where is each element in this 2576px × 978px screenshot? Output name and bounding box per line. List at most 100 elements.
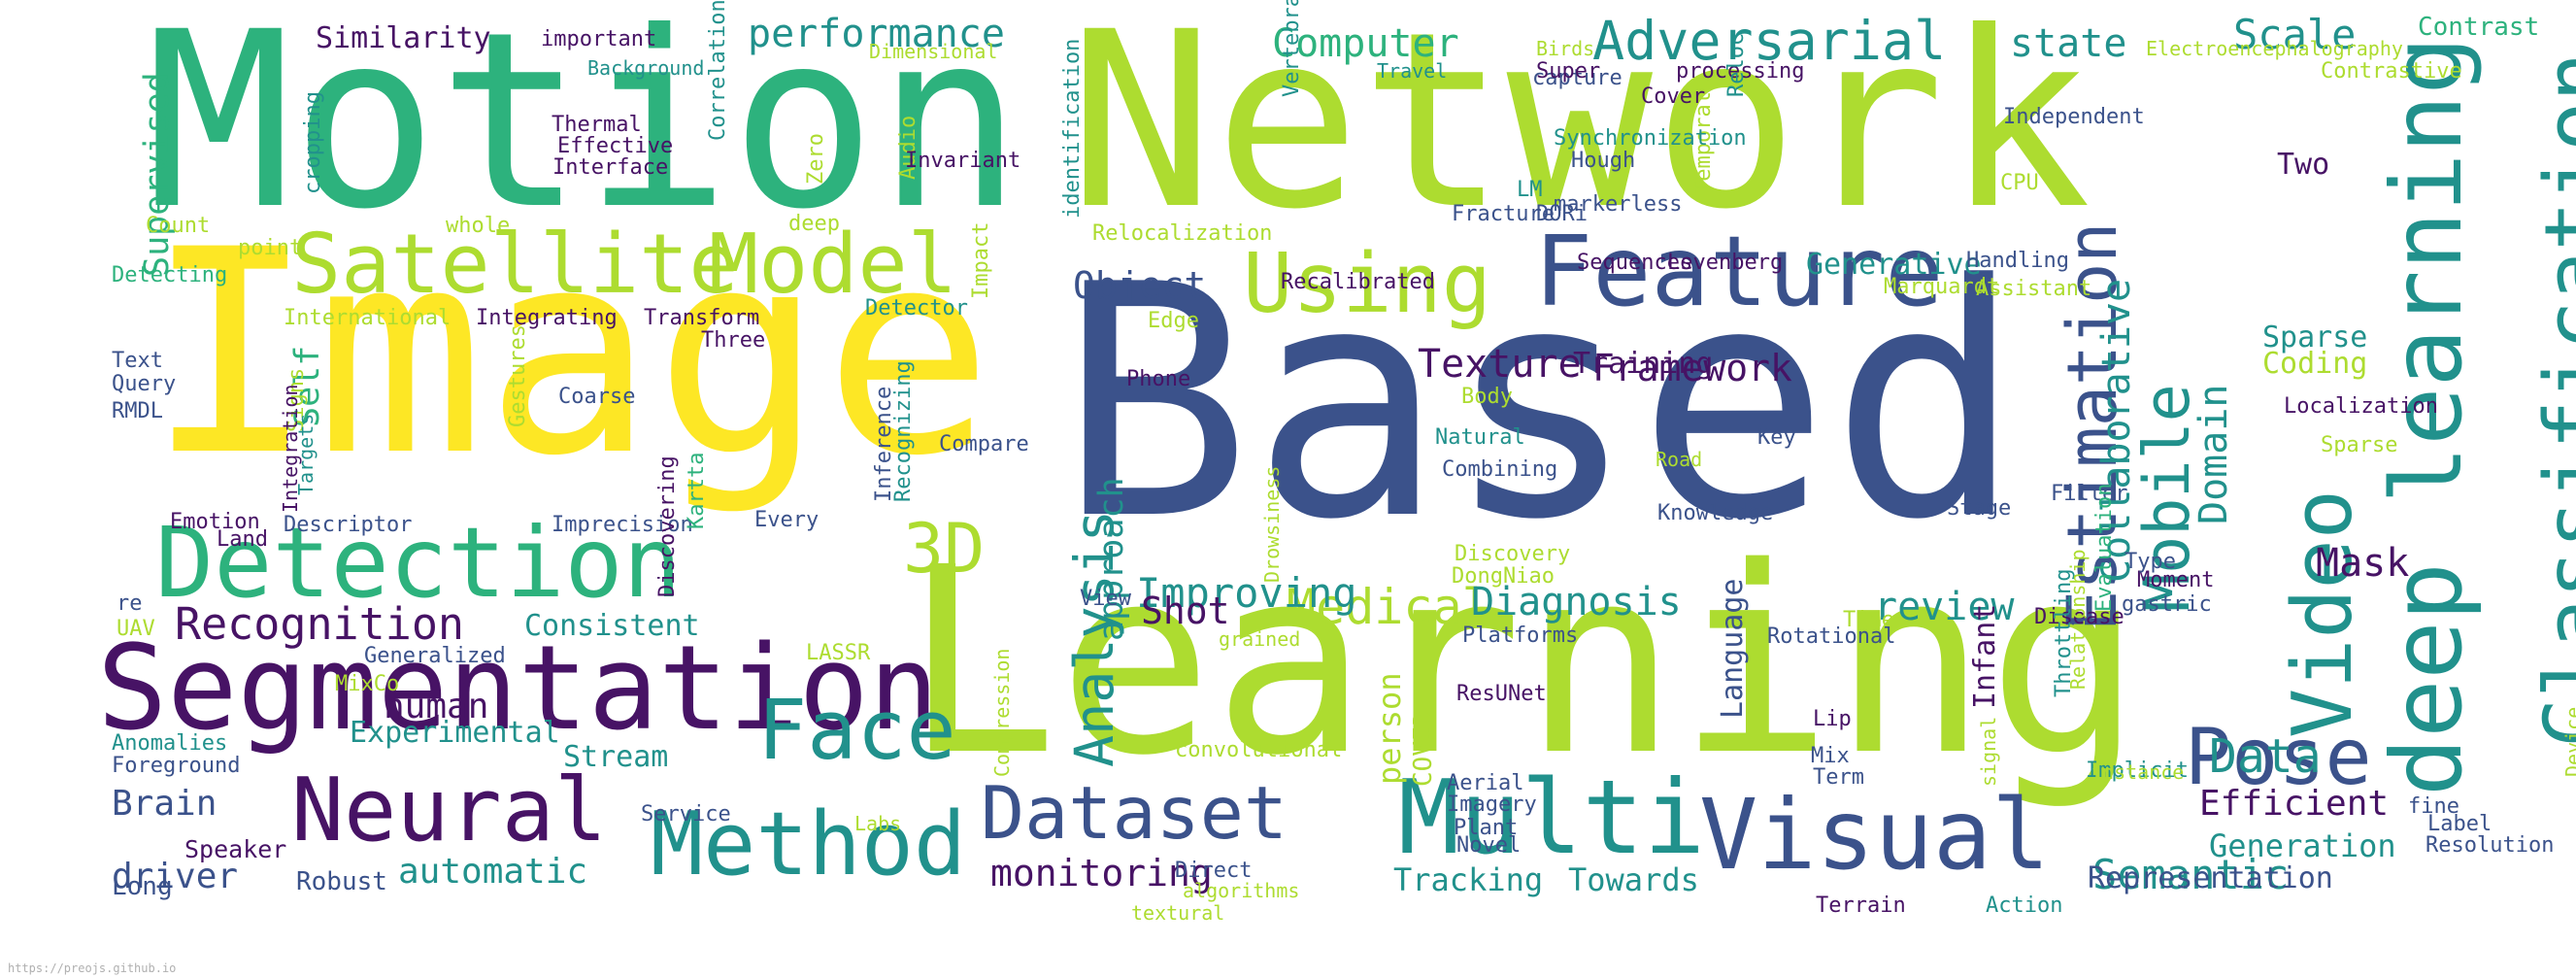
word-contrast: Contrast xyxy=(2418,13,2540,42)
word-motion: Motion xyxy=(146,0,1023,262)
word-discovery: Discovery xyxy=(1455,542,1571,566)
word-discovering: Discovering xyxy=(655,455,680,597)
word-monitoring: monitoring xyxy=(990,852,1213,894)
word-gastric: gastric xyxy=(2122,592,2212,617)
word-stream: Stream xyxy=(563,740,669,774)
word-face: Face xyxy=(757,683,956,779)
word-learning: Learning xyxy=(903,513,2143,812)
word-training: Training xyxy=(1573,347,1714,381)
word-handling: Handling xyxy=(1966,249,2069,273)
word-label: Label xyxy=(2427,812,2492,836)
word-long: Long xyxy=(112,872,173,901)
word-sequences: Sequences xyxy=(1577,251,1693,275)
word-feature: Feature xyxy=(1534,215,1944,328)
word-recognition: Recognition xyxy=(175,598,465,650)
word-method: Method xyxy=(651,793,967,895)
word-natural: Natural xyxy=(1435,425,1525,450)
word-satellite: Satellite xyxy=(291,217,739,313)
word-dataset: Dataset xyxy=(981,770,1288,856)
word-evaluation: Evaluation xyxy=(2092,483,2117,612)
word-classification: Classification xyxy=(2527,51,2576,748)
word-generation: Generation xyxy=(2209,827,2396,864)
word-cover: Cover xyxy=(1641,84,1706,109)
word-network: Network xyxy=(1068,0,2091,262)
word-gestures: Gestures xyxy=(506,324,530,427)
word-every: Every xyxy=(754,508,820,532)
word-stage: Stage xyxy=(1947,496,2012,521)
word-automatic: automatic xyxy=(398,852,588,892)
word-term: Term xyxy=(1813,765,1864,790)
word-device: Device xyxy=(2561,706,2576,777)
word-signal: signal xyxy=(1977,716,2000,787)
word-detecting: Detecting xyxy=(112,263,228,287)
word-text: Text xyxy=(112,349,163,373)
word-emotion: Emotion xyxy=(170,510,260,534)
word-view: View xyxy=(1080,587,1131,611)
word-semantic: Semantic xyxy=(2092,851,2290,898)
word-state: state xyxy=(2010,21,2127,66)
word-invariant: Invariant xyxy=(905,149,1021,173)
word-detection: Detection xyxy=(155,506,682,620)
word-disease: Disease xyxy=(2034,605,2124,629)
word-lm: LM xyxy=(1517,178,1543,202)
word-relocalization: Relocalization xyxy=(1092,221,1273,246)
word-vertebral: Vertebral xyxy=(1280,0,1304,97)
word-labs: Labs xyxy=(854,812,902,835)
word-adversarial: Adversarial xyxy=(1592,10,1947,72)
word-combining: Combining xyxy=(1442,457,1558,482)
word-independent: Independent xyxy=(2003,105,2145,129)
word-capture: capture xyxy=(1532,66,1623,90)
word-time: Time xyxy=(1843,608,1894,632)
word-re: re xyxy=(117,591,143,616)
word-sparse: Sparse xyxy=(2262,320,2368,354)
word-contrastive: Contrastive xyxy=(2321,59,2462,84)
word-generalized: Generalized xyxy=(364,644,506,668)
word-image: Image xyxy=(146,190,993,518)
word-integrating: Integrating xyxy=(476,306,618,330)
word-zero: Zero xyxy=(804,133,828,185)
word-novel: Novel xyxy=(1456,833,1522,858)
word-framework: Framework xyxy=(1592,347,1792,389)
word-recalibrated: Recalibrated xyxy=(1281,270,1435,294)
word-shot: Shot xyxy=(1141,590,1230,632)
word-query: Query xyxy=(112,372,177,396)
word-road: Road xyxy=(1656,448,1703,471)
word-thermal: Thermal xyxy=(552,113,642,137)
word-approach: approach xyxy=(1092,477,1131,641)
word-levenberg: Levenberg xyxy=(1667,251,1784,275)
word-synchronization: Synchronization xyxy=(1554,126,1747,151)
word-key: Key xyxy=(1757,425,1796,450)
word-phone: Phone xyxy=(1126,367,1191,391)
word-reloc: Reloc xyxy=(1724,32,1749,97)
word-markerless: markerless xyxy=(1554,192,1683,217)
word-fracture: Fracture xyxy=(1452,202,1555,226)
word-similarity: Similarity xyxy=(316,21,491,55)
word-kartta: Kartta xyxy=(685,452,709,529)
word-brain: Brain xyxy=(112,784,217,824)
word-based: Based xyxy=(1058,217,2024,590)
word-integration: Integration xyxy=(279,384,302,513)
word-visual: Visual xyxy=(1699,778,2051,892)
word-mask: Mask xyxy=(2316,541,2410,586)
word-action: Action xyxy=(1986,894,2063,918)
word-cpu: CPU xyxy=(2000,171,2039,195)
word-moment: Moment xyxy=(2137,568,2215,592)
word-count: Count xyxy=(146,214,211,238)
word-texture: Texture xyxy=(1418,342,1582,387)
word-direct: Direct xyxy=(1175,859,1253,883)
word-drowsiness: Drowsiness xyxy=(1260,465,1284,583)
word-marquardt: Marquardt xyxy=(1884,275,2000,299)
word-localization: Localization xyxy=(2284,394,2438,419)
word-object: Object xyxy=(1073,264,1207,307)
word-segmentation: Segmentation xyxy=(97,622,939,757)
word-language: Language xyxy=(1716,578,1750,720)
word-using: Using xyxy=(1243,236,1491,332)
word-processing: processing xyxy=(1676,59,1805,84)
source-url: https://preojs.github.io xyxy=(8,961,177,975)
word-representation: Representation xyxy=(2088,861,2333,895)
word-birds: Birds xyxy=(1536,37,1595,60)
word-dimensional: Dimensional xyxy=(869,40,998,63)
word-instance: instance xyxy=(2091,760,2185,784)
